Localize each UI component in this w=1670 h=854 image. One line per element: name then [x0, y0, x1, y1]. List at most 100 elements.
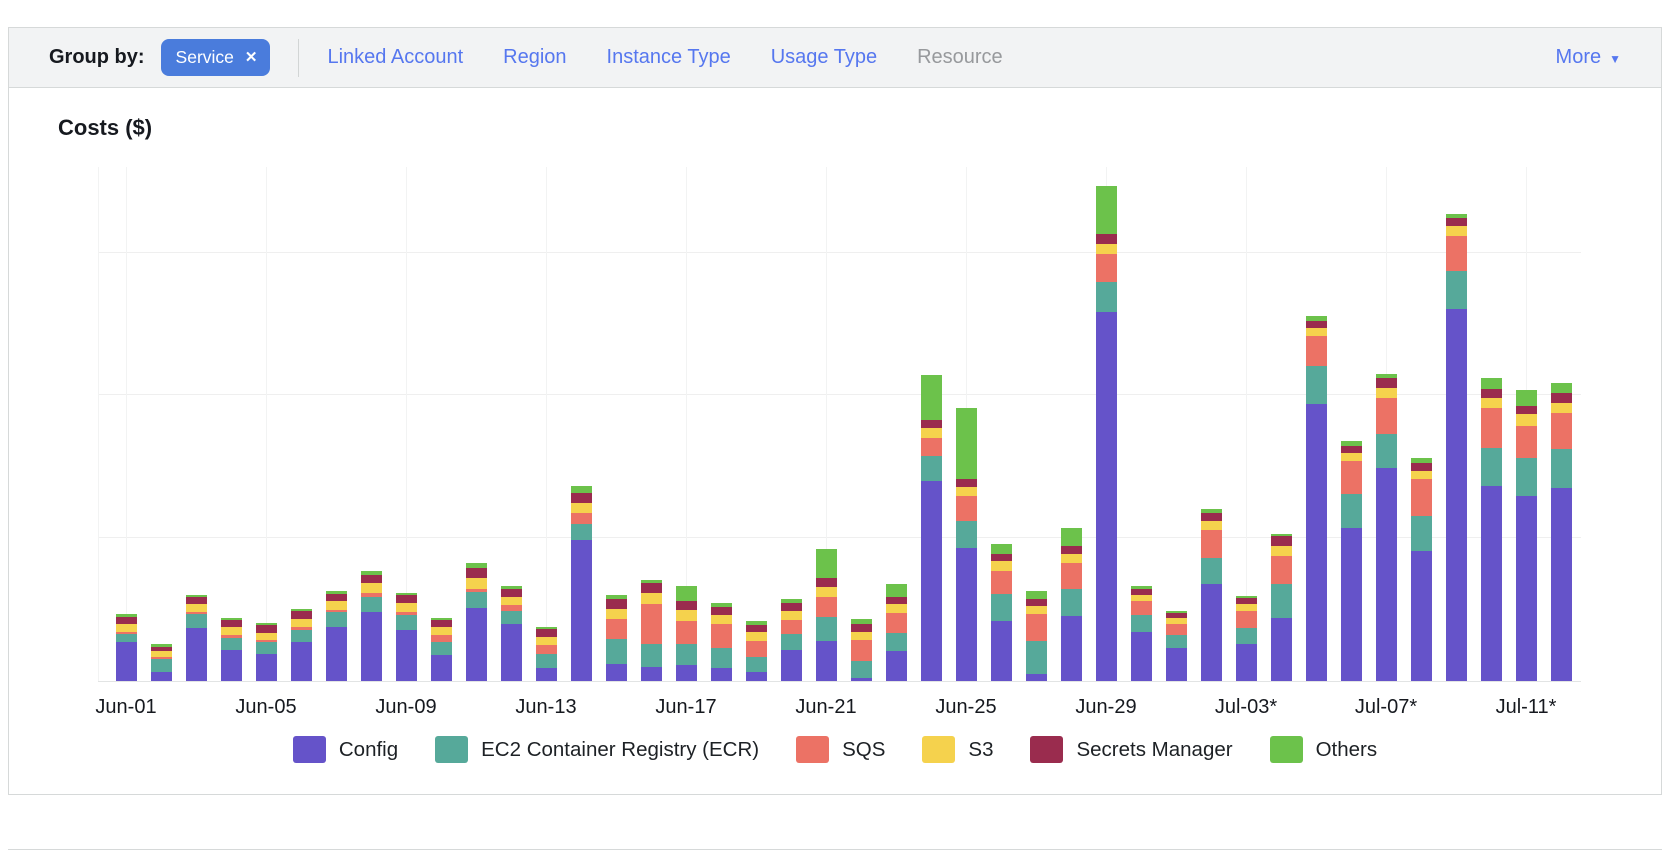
group-by-linked-account[interactable]: Linked Account: [327, 46, 464, 68]
bar-Jun-08[interactable]: [360, 571, 382, 681]
bar-Jun-19[interactable]: [745, 621, 767, 681]
legend-item-S3[interactable]: S3: [922, 736, 993, 763]
legend-label: Config: [338, 737, 399, 761]
bar-Jun-17[interactable]: [675, 585, 697, 681]
bar-segment-SQS: [815, 596, 837, 617]
bar-Jul-01[interactable]: [1165, 611, 1187, 681]
bar-Jul-04[interactable]: [1270, 533, 1292, 681]
bar-Jun-29[interactable]: [1095, 186, 1117, 681]
group-by-region[interactable]: Region: [503, 46, 567, 68]
bar-segment-Others: [150, 644, 172, 647]
bar-Jun-14[interactable]: [570, 486, 592, 681]
bar-segment-SQS: [1025, 613, 1047, 642]
bar-Jun-06[interactable]: [290, 609, 312, 681]
legend-label: Others: [1315, 737, 1378, 761]
bar-Jun-25[interactable]: [955, 407, 977, 681]
legend-item-EC2 Container Registry (ECR)[interactable]: EC2 Container Registry (ECR): [435, 736, 759, 763]
bar-segment-EC2 Container Registry (ECR): [815, 616, 837, 642]
bar-segment-EC2 Container Registry (ECR): [465, 592, 487, 609]
bar-segment-SQS: [150, 657, 172, 659]
plot-area: [98, 167, 1581, 682]
bar-segment-SQS: [1305, 336, 1327, 367]
more-dropdown[interactable]: More ▼: [1556, 46, 1621, 69]
bar-segment-Secrets Manager: [815, 577, 837, 587]
group-by-instance-type[interactable]: Instance Type: [606, 46, 731, 68]
bar-Jun-05[interactable]: [255, 623, 277, 681]
bar-Jul-07[interactable]: [1375, 374, 1397, 681]
bar-Jul-03[interactable]: [1235, 595, 1257, 681]
bar-segment-EC2 Container Registry (ECR): [745, 656, 767, 673]
bar-Jul-12[interactable]: [1550, 383, 1572, 681]
bar-segment-SQS: [1165, 623, 1187, 636]
bar-Jun-13[interactable]: [535, 626, 557, 681]
bar-Jun-24[interactable]: [920, 375, 942, 681]
bar-Jun-26[interactable]: [990, 543, 1012, 681]
bar-Jun-30[interactable]: [1130, 586, 1152, 681]
bar-segment-SQS: [605, 618, 627, 639]
bar-segment-Others: [430, 618, 452, 621]
bar-Jun-07[interactable]: [325, 591, 347, 681]
bar-Jul-09[interactable]: [1445, 214, 1467, 681]
remove-filter-icon[interactable]: ✕: [244, 49, 258, 66]
bar-Jun-01[interactable]: [115, 613, 137, 681]
bar-segment-EC2 Container Registry (ECR): [1270, 584, 1292, 619]
bar-segment-Others: [220, 618, 242, 620]
bar-Jun-23[interactable]: [885, 583, 907, 681]
bar-segment-SQS: [1515, 426, 1537, 459]
bar-Jun-22[interactable]: [850, 619, 872, 681]
group-by-usage-type[interactable]: Usage Type: [770, 46, 878, 68]
bar-segment-S3: [395, 603, 417, 612]
legend-item-Secrets Manager[interactable]: Secrets Manager: [1030, 736, 1233, 763]
bar-Jun-12[interactable]: [500, 585, 522, 681]
legend-item-SQS[interactable]: SQS: [796, 736, 885, 763]
bar-segment-Secrets Manager: [885, 596, 907, 604]
bar-Jul-11[interactable]: [1515, 390, 1537, 681]
legend-label: Secrets Manager: [1076, 737, 1233, 761]
bar-Jul-05[interactable]: [1305, 316, 1327, 681]
bar-segment-EC2 Container Registry (ECR): [1375, 434, 1397, 469]
bar-Jun-11[interactable]: [465, 563, 487, 681]
group-by-toolbar: Group by: Service ✕ Linked Account Regio…: [9, 28, 1661, 88]
bar-Jul-02[interactable]: [1200, 509, 1222, 681]
bar-Jun-27[interactable]: [1025, 590, 1047, 681]
bar-segment-S3: [1060, 553, 1082, 564]
legend-swatch-icon: [292, 736, 326, 763]
bar-segment-EC2 Container Registry (ECR): [570, 523, 592, 540]
bar-segment-Secrets Manager: [1235, 597, 1257, 604]
bar-Jun-16[interactable]: [640, 580, 662, 681]
gridline-x: [406, 167, 407, 681]
bar-segment-S3: [1025, 605, 1047, 614]
bar-Jul-10[interactable]: [1480, 378, 1502, 681]
service-filter-chip[interactable]: Service ✕: [160, 39, 271, 76]
gridline-y-5: [98, 537, 1581, 539]
bar-segment-Others: [290, 609, 312, 612]
bar-Jun-03[interactable]: [185, 595, 207, 681]
legend-item-Config[interactable]: Config: [292, 736, 399, 763]
bar-segment-EC2 Container Registry (ECR): [1410, 516, 1432, 552]
bar-segment-S3: [1200, 521, 1222, 530]
bar-segment-S3: [640, 593, 662, 604]
bar-segment-Config: [745, 672, 767, 681]
bar-Jun-20[interactable]: [780, 599, 802, 681]
bar-Jun-15[interactable]: [605, 595, 627, 681]
bar-Jun-02[interactable]: [150, 644, 172, 681]
legend-swatch-icon: [796, 736, 830, 763]
legend-item-Others[interactable]: Others: [1269, 736, 1378, 763]
bar-segment-EC2 Container Registry (ECR): [150, 658, 172, 673]
bar-segment-Others: [955, 407, 977, 479]
bar-segment-Config: [1515, 496, 1537, 681]
bar-Jun-09[interactable]: [395, 593, 417, 681]
bar-Jun-18[interactable]: [710, 603, 732, 681]
bar-Jul-08[interactable]: [1410, 458, 1432, 681]
bar-Jun-10[interactable]: [430, 618, 452, 681]
bar-segment-Config: [1410, 551, 1432, 681]
bar-segment-Others: [1200, 509, 1222, 514]
bar-segment-Secrets Manager: [290, 611, 312, 620]
bar-Jun-04[interactable]: [220, 618, 242, 681]
bar-segment-Secrets Manager: [850, 623, 872, 632]
bar-segment-S3: [570, 502, 592, 513]
bar-segment-Config: [1130, 632, 1152, 681]
bar-Jun-21[interactable]: [815, 549, 837, 681]
bar-Jun-28[interactable]: [1060, 527, 1082, 681]
bar-Jul-06[interactable]: [1340, 441, 1362, 681]
